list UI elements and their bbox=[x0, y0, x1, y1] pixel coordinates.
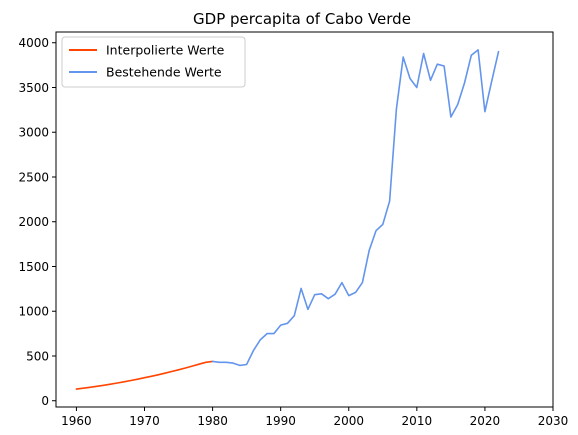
legend-label: Bestehende Werte bbox=[106, 65, 222, 80]
y-axis: 0 500 1000 1500 2000 2500 3000 3500 4000 bbox=[18, 36, 56, 408]
x-tick-label: 1980 bbox=[197, 414, 228, 428]
y-tick-label: 1500 bbox=[18, 260, 49, 274]
y-tick-label: 3500 bbox=[18, 81, 49, 95]
legend: Interpolierte Werte Bestehende Werte bbox=[61, 36, 246, 88]
x-tick-label: 1990 bbox=[265, 414, 296, 428]
legend-box bbox=[61, 36, 246, 88]
x-tick-label: 2010 bbox=[402, 414, 433, 428]
x-tick-label: 1970 bbox=[129, 414, 160, 428]
series-line-0 bbox=[75, 360, 214, 390]
legend-label: Interpolierte Werte bbox=[106, 43, 225, 58]
chart-title: GDP percapita of Cabo Verde bbox=[193, 10, 411, 28]
plot-frame bbox=[55, 31, 554, 408]
y-tick-label: 2500 bbox=[18, 170, 49, 184]
x-tick-label: 1960 bbox=[61, 414, 92, 428]
y-tick-label: 0 bbox=[41, 394, 49, 408]
x-axis: 1960 1970 1980 1990 2000 2010 2020 2030 bbox=[61, 407, 568, 428]
y-tick-label: 4000 bbox=[18, 36, 49, 50]
x-tick-label: 2030 bbox=[538, 414, 569, 428]
y-tick-label: 500 bbox=[26, 349, 49, 363]
series-line-1 bbox=[211, 49, 500, 367]
y-tick-label: 1000 bbox=[18, 305, 49, 319]
y-tick-label: 2000 bbox=[18, 215, 49, 229]
y-tick-label: 3000 bbox=[18, 126, 49, 140]
x-tick-label: 2020 bbox=[470, 414, 501, 428]
plot-lines bbox=[75, 49, 500, 390]
x-tick-label: 2000 bbox=[333, 414, 364, 428]
